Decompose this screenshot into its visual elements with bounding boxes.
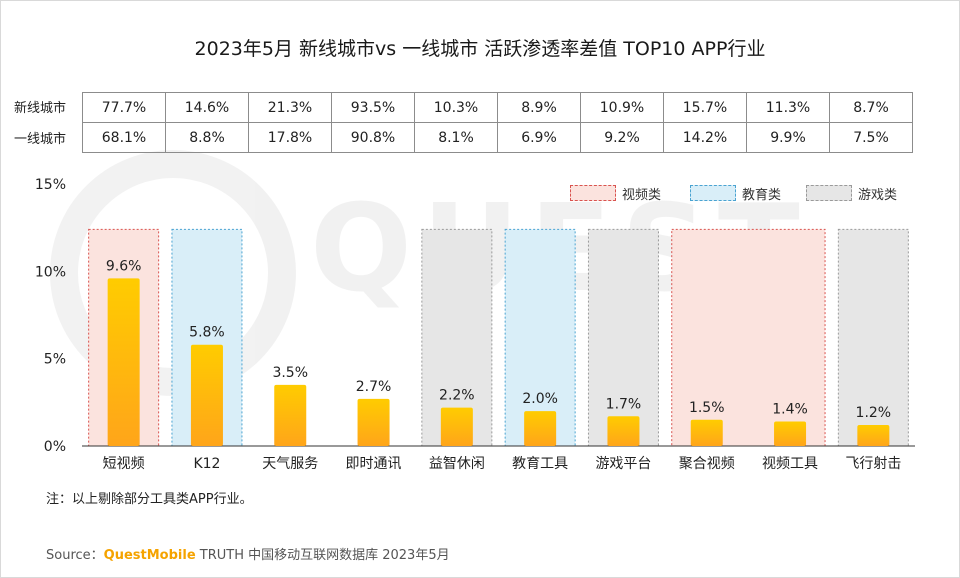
footnote: 注：以上剔除部分工具类APP行业。 <box>46 492 253 507</box>
legend-swatch-game <box>806 185 852 201</box>
bar-3 <box>357 398 390 446</box>
table-cell: 9.9% <box>746 122 830 153</box>
x-tick-label-8: 视频工具 <box>762 456 818 472</box>
bar-6 <box>607 416 640 446</box>
table-cell: 7.5% <box>829 122 913 153</box>
table-cell: 10.3% <box>414 92 498 123</box>
category-highlight-6 <box>587 228 659 447</box>
bar-8 <box>774 421 807 446</box>
x-tick-label-4: 益智休闲 <box>429 456 485 472</box>
table-cell: 14.6% <box>165 92 249 123</box>
legend-label-game: 游戏类 <box>858 188 898 203</box>
y-tick-label: 5% <box>44 352 66 368</box>
source-line: Source：QuestMobile TRUTH 中国移动互联网数据库 2023… <box>46 544 450 563</box>
category-highlight-7 <box>671 228 826 447</box>
table-cell: 6.9% <box>497 122 581 153</box>
data-label-8: 1.4% <box>772 402 808 418</box>
table-cell: 8.1% <box>414 122 498 153</box>
bar-0 <box>107 278 140 446</box>
y-tick-label: 15% <box>35 177 66 193</box>
data-label-2: 3.5% <box>272 365 308 381</box>
table-cell: 90.8% <box>331 122 415 153</box>
legend-swatch-video <box>570 185 616 201</box>
x-tick-label-3: 即时通讯 <box>346 456 402 472</box>
row-label-new-cities: 新线城市 <box>14 101 67 116</box>
bar-1 <box>190 344 223 446</box>
data-label-4: 2.2% <box>439 388 475 404</box>
data-label-6: 1.7% <box>606 396 642 412</box>
table-cell: 93.5% <box>331 92 415 123</box>
table-cell: 8.8% <box>165 122 249 153</box>
data-label-3: 2.7% <box>356 379 392 395</box>
x-tick-label-7: 聚合视频 <box>679 456 735 472</box>
data-label-7: 1.5% <box>689 400 725 416</box>
table-cell: 11.3% <box>746 92 830 123</box>
y-tick-label: 10% <box>35 264 66 280</box>
legend-item-education: 教育类 <box>690 184 781 203</box>
legend-swatch-education <box>690 185 736 201</box>
table-cell: 15.7% <box>663 92 747 123</box>
table-cell: 77.7% <box>82 92 166 123</box>
legend-item-video: 视频类 <box>570 184 661 203</box>
row-label-tier1-cities: 一线城市 <box>14 132 67 147</box>
bar-4 <box>440 407 473 446</box>
table-cell: 14.2% <box>663 122 747 153</box>
y-tick-label: 0% <box>44 439 66 455</box>
chart-title: 2023年5月 新线城市vs 一线城市 活跃渗透率差值 TOP10 APP行业 <box>194 38 766 60</box>
legend-label-education: 教育类 <box>742 188 782 203</box>
data-label-5: 2.0% <box>522 391 558 407</box>
bar-7 <box>690 419 723 446</box>
table-row: 68.1% 8.8% 17.8% 90.8% 8.1% 6.9% 9.2% 14.2% 9.9%… <box>82 122 913 153</box>
bar-chart: 0% 5% 10% 15% 9.6% 短视频 5.8% K12 3.5% 天气服务 2.7% 即时通讯… <box>35 177 915 472</box>
x-tick-label-5: 教育工具 <box>512 456 568 472</box>
table-cell: 8.7% <box>829 92 913 123</box>
table-row: 77.7% 14.6% 21.3% 93.5% 10.3% 8.9% 10.9% 15.7% 1… <box>82 92 913 123</box>
bar-5 <box>524 411 557 446</box>
table-cell: 17.8% <box>248 122 332 153</box>
x-tick-label-1: K12 <box>193 456 220 472</box>
source-brand: QuestMobile <box>103 548 196 563</box>
table-cell: 21.3% <box>248 92 332 123</box>
legend-item-game: 游戏类 <box>806 184 897 203</box>
x-tick-label-9: 飞行射击 <box>845 456 901 472</box>
source-rest: TRUTH 中国移动互联网数据库 2023年5月 <box>195 548 450 563</box>
legend-label-video: 视频类 <box>622 188 662 203</box>
table-cell: 68.1% <box>82 122 166 153</box>
data-label-0: 9.6% <box>106 258 142 274</box>
data-label-9: 1.2% <box>856 405 892 421</box>
table-cell: 10.9% <box>580 92 664 123</box>
x-tick-label-6: 游戏平台 <box>595 456 651 472</box>
bar-9 <box>857 425 890 446</box>
x-tick-label-0: 短视频 <box>103 456 145 472</box>
rates-table: 77.7% 14.6% 21.3% 93.5% 10.3% 8.9% 10.9% 15.7% 1… <box>82 92 913 153</box>
table-cell: 8.9% <box>497 92 581 123</box>
bar-2 <box>274 384 307 446</box>
x-tick-label-2: 天气服务 <box>262 456 318 472</box>
source-prefix: Source： <box>46 548 104 563</box>
table-cell: 9.2% <box>580 122 664 153</box>
data-label-1: 5.8% <box>189 325 225 341</box>
